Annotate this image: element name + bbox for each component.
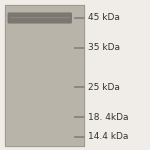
FancyBboxPatch shape <box>8 13 71 23</box>
Text: 35 kDa: 35 kDa <box>88 44 120 52</box>
Text: 14.4 kDa: 14.4 kDa <box>88 132 129 141</box>
Bar <box>4 4 84 146</box>
Text: 18. 4kDa: 18. 4kDa <box>88 112 129 122</box>
Text: 45 kDa: 45 kDa <box>88 14 120 22</box>
Bar <box>4 4 84 146</box>
Text: 25 kDa: 25 kDa <box>88 82 120 91</box>
